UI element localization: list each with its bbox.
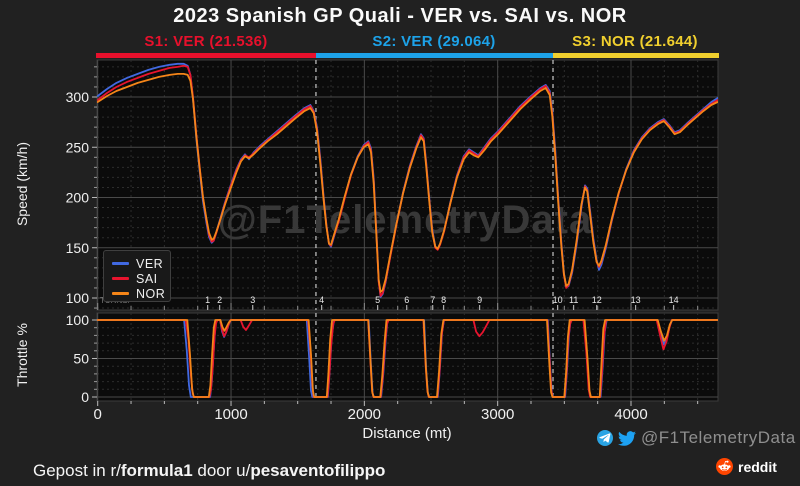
social-handle: @F1TelemetryData: [641, 428, 796, 447]
svg-text:100: 100: [66, 290, 90, 306]
reddit-label: reddit: [738, 458, 777, 475]
svg-text:0: 0: [81, 389, 89, 405]
page-title: 2023 Spanish GP Quali - VER vs. SAI vs. …: [173, 5, 627, 27]
legend-label-nor: NOR: [136, 286, 166, 301]
sector3-label: S3: NOR (21.644): [572, 33, 698, 50]
footer-middle: door u/: [192, 461, 251, 480]
turn-label-14: 14: [669, 295, 679, 305]
turn-label-4: 4: [319, 295, 324, 305]
footer-text: Gepost in r/formula1 door u/pesaventofil…: [33, 461, 385, 481]
sector2-bar: [316, 53, 553, 58]
sector3-bar: [553, 53, 719, 58]
turn-label-5: 5: [375, 295, 380, 305]
turn-label-3: 3: [250, 295, 255, 305]
svg-text:50: 50: [73, 351, 89, 367]
legend-item-ver: VER: [112, 256, 170, 271]
social-row: @F1TelemetryData: [597, 428, 796, 448]
svg-text:300: 300: [66, 89, 90, 105]
turn-label-6: 6: [404, 295, 409, 305]
legend: VER SAI NOR: [103, 250, 171, 302]
turn-label-7: 7: [430, 295, 435, 305]
turn-label-1: 1: [205, 295, 210, 305]
svg-text:150: 150: [66, 240, 90, 256]
legend-item-sai: SAI: [112, 271, 170, 286]
sector1-bar: [96, 53, 316, 58]
sai-line-swatch: [112, 277, 129, 280]
twitter-icon: [618, 430, 636, 446]
footer-username: pesaventofilippo: [250, 461, 386, 480]
svg-text:250: 250: [66, 139, 90, 155]
speed-axis-label: Speed (km/h): [14, 141, 30, 227]
svg-text:100: 100: [66, 312, 90, 328]
nor-line-swatch: [112, 292, 129, 295]
turn-label-11: 11: [569, 295, 578, 305]
grid-1: [97, 313, 718, 401]
footer-prefix: Gepost in r/: [33, 461, 121, 480]
turn-label-12: 12: [592, 295, 602, 305]
x-tick-1000: 1000: [214, 406, 247, 423]
x-tick-3000: 3000: [481, 406, 514, 423]
x-tick-4000: 4000: [614, 406, 647, 423]
legend-label-ver: VER: [136, 256, 164, 271]
trace-NOR: [97, 73, 718, 293]
turn-label-10: 10: [553, 295, 563, 305]
legend-label-sai: SAI: [136, 271, 158, 286]
x-tick-2000: 2000: [348, 406, 381, 423]
sector1-label: S1: VER (21.536): [144, 33, 268, 50]
svg-text:200: 200: [66, 190, 90, 206]
x-tick-0: 0: [94, 406, 102, 423]
turn-label-2: 2: [217, 295, 222, 305]
footer-subreddit: formula1: [120, 461, 193, 480]
throttle-traces: [97, 319, 718, 398]
grid-0: [97, 60, 718, 310]
turn-label-8: 8: [441, 295, 446, 305]
legend-item-nor: NOR: [112, 286, 170, 301]
reddit-icon: [716, 458, 733, 475]
reddit-row: reddit: [716, 458, 777, 475]
ver-line-swatch: [112, 262, 129, 265]
watermark: @F1TelemetryData: [218, 198, 592, 242]
throttle-axis-label: Throttle %: [14, 323, 30, 387]
turn-label-13: 13: [631, 295, 641, 305]
turn-label-9: 9: [477, 295, 482, 305]
distance-axis-label: Distance (mt): [362, 425, 452, 442]
telegram-icon: [597, 430, 613, 446]
speed-traces: [97, 62, 718, 298]
trace-NOR: [97, 319, 718, 398]
sector2-label: S2: VER (29.064): [372, 33, 496, 50]
